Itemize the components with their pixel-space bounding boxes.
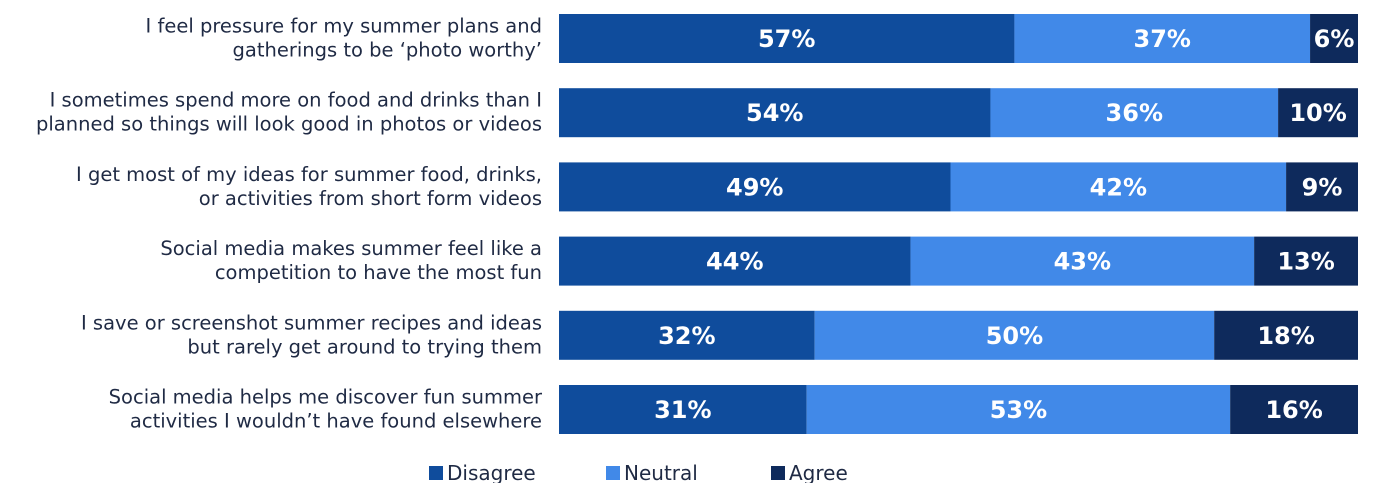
- bar-disagree-6: [559, 385, 807, 434]
- bar-agree-6: [1230, 385, 1358, 434]
- data-label-disagree-2: 54%: [746, 99, 803, 127]
- category-label-line: I get most of my ideas for summer food, …: [76, 163, 542, 186]
- category-label-line: I feel pressure for my summer plans and: [146, 15, 542, 38]
- bar-agree-1: [1310, 14, 1358, 63]
- category-label-line: but rarely get around to trying them: [187, 335, 542, 358]
- category-label-line: I sometimes spend more on food and drink…: [50, 89, 542, 112]
- data-label-agree-5: 18%: [1257, 322, 1314, 350]
- bar-disagree-3: [559, 162, 951, 212]
- category-label-6: Social media helps me discover fun summe…: [109, 386, 543, 433]
- legend-swatch-agree: [771, 466, 785, 480]
- data-label-neutral-3: 42%: [1090, 173, 1147, 201]
- category-label-line: competition to have the most fun: [215, 261, 542, 284]
- category-label-line: activities I wouldn’t have found elsewhe…: [130, 410, 542, 433]
- category-label-2: I sometimes spend more on food and drink…: [36, 89, 542, 136]
- bar-disagree-1: [559, 14, 1015, 63]
- bar-neutral-6: [806, 385, 1231, 434]
- data-label-neutral-1: 37%: [1134, 25, 1191, 53]
- category-label-line: gatherings to be ‘photo worthy’: [233, 39, 543, 62]
- legend-swatch-disagree: [429, 466, 443, 480]
- bar-neutral-1: [1014, 14, 1311, 63]
- data-label-neutral-5: 50%: [986, 322, 1043, 350]
- category-label-line: or activities from short form videos: [199, 187, 542, 210]
- category-label-1: I feel pressure for my summer plans and g…: [146, 15, 542, 62]
- category-label-line: I save or screenshot summer recipes and …: [81, 311, 542, 334]
- bar-agree-4: [1254, 236, 1358, 286]
- bar-neutral-2: [990, 88, 1279, 138]
- legend: Disagree Neutral Agree: [429, 461, 848, 483]
- bar-disagree-2: [559, 88, 991, 138]
- category-label-line: Social media helps me discover fun summe…: [109, 386, 543, 409]
- data-label-neutral-2: 36%: [1106, 99, 1163, 127]
- data-label-neutral-4: 43%: [1054, 248, 1111, 276]
- legend-label-disagree: Disagree: [447, 461, 536, 483]
- data-label-disagree-1: 57%: [758, 25, 815, 53]
- data-label-agree-6: 16%: [1265, 396, 1322, 424]
- legend-swatch-neutral: [606, 466, 620, 480]
- bar-disagree-4: [559, 236, 911, 286]
- category-label-5: I save or screenshot summer recipes and …: [81, 311, 542, 358]
- data-label-disagree-5: 32%: [658, 322, 715, 350]
- bar-agree-3: [1286, 162, 1358, 212]
- bar-neutral-4: [910, 236, 1255, 286]
- category-label-line: Social media makes summer feel like a: [160, 237, 542, 260]
- category-label-3: I get most of my ideas for summer food, …: [76, 163, 542, 210]
- category-label-4: Social media makes summer feel like a com…: [160, 237, 542, 284]
- bar-neutral-3: [950, 162, 1287, 212]
- data-label-agree-3: 9%: [1302, 173, 1343, 201]
- bar-agree-2: [1278, 88, 1358, 138]
- category-labels: I feel pressure for my summer plans and g…: [36, 15, 543, 433]
- bars: 57% 37% 6% 54% 36% 10% 49% 42% 9% 44% 43% 13% 32% 50%…: [559, 14, 1358, 434]
- data-label-disagree-3: 49%: [726, 173, 783, 201]
- category-label-line: planned so things will look good in phot…: [36, 113, 542, 136]
- data-label-agree-4: 13%: [1277, 248, 1334, 276]
- data-label-agree-2: 10%: [1289, 99, 1346, 127]
- data-label-neutral-6: 53%: [990, 396, 1047, 424]
- legend-label-agree: Agree: [789, 461, 848, 483]
- bar-neutral-5: [814, 310, 1215, 360]
- legend-label-neutral: Neutral: [624, 461, 698, 483]
- data-label-disagree-6: 31%: [654, 396, 711, 424]
- bar-disagree-5: [559, 310, 815, 360]
- bar-agree-5: [1214, 310, 1358, 360]
- data-label-agree-1: 6%: [1314, 25, 1355, 53]
- data-label-disagree-4: 44%: [706, 248, 763, 276]
